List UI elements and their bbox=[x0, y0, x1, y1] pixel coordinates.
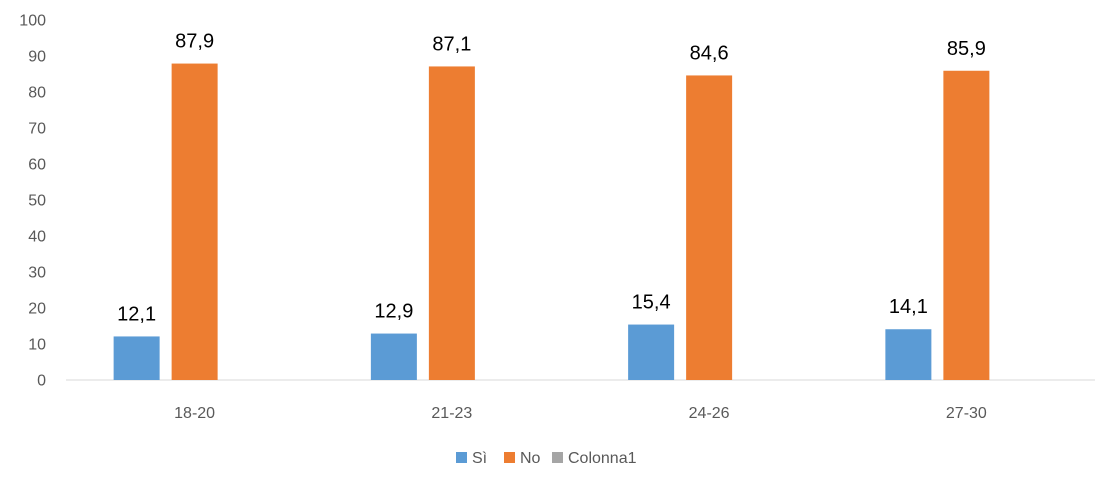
y-tick-label: 30 bbox=[28, 265, 46, 282]
legend-swatch bbox=[504, 452, 515, 463]
y-axis-ticks: 0 10 20 30 40 50 60 70 80 90 100 bbox=[19, 13, 46, 390]
data-label: 14,1 bbox=[889, 296, 928, 318]
bar-no-27-30 bbox=[943, 70, 990, 380]
legend-swatch bbox=[552, 452, 563, 463]
bar-sì-18-20 bbox=[113, 336, 160, 380]
legend-swatch bbox=[456, 452, 467, 463]
bar-sì-21-23 bbox=[370, 333, 417, 380]
y-tick-label: 40 bbox=[28, 229, 46, 246]
y-tick-label: 20 bbox=[28, 301, 46, 318]
data-label: 12,1 bbox=[117, 303, 156, 325]
y-tick-label: 100 bbox=[19, 13, 46, 30]
bar-no-24-26 bbox=[686, 75, 733, 380]
bar-no-18-20 bbox=[171, 63, 218, 381]
legend-label: Colonna1 bbox=[568, 450, 637, 467]
y-tick-label: 0 bbox=[37, 373, 46, 390]
data-label: 12,9 bbox=[374, 301, 413, 323]
y-tick-label: 70 bbox=[28, 121, 46, 138]
x-axis-ticks: 18-20 21-23 24-26 27-30 bbox=[174, 405, 987, 422]
y-tick-label: 50 bbox=[28, 193, 46, 210]
legend-label: Sì bbox=[472, 450, 487, 467]
bar-sì-27-30 bbox=[885, 329, 932, 380]
y-tick-label: 10 bbox=[28, 337, 46, 354]
x-tick-label: 27-30 bbox=[946, 405, 987, 422]
data-labels-group: 12,1 87,9 12,9 87,1 15,4 84,6 14,1 85,9 bbox=[117, 31, 986, 326]
data-label: 87,1 bbox=[432, 33, 471, 55]
x-tick-label: 18-20 bbox=[174, 405, 215, 422]
legend: Sì No Colonna1 bbox=[456, 450, 637, 467]
y-tick-label: 90 bbox=[28, 49, 46, 66]
y-tick-label: 60 bbox=[28, 157, 46, 174]
legend-label: No bbox=[520, 450, 541, 467]
data-label: 84,6 bbox=[690, 42, 729, 64]
bar-sì-24-26 bbox=[628, 324, 675, 380]
data-label: 87,9 bbox=[175, 31, 214, 53]
x-tick-label: 24-26 bbox=[689, 405, 730, 422]
bar-no-21-23 bbox=[428, 66, 475, 380]
x-tick-label: 21-23 bbox=[431, 405, 472, 422]
data-label: 15,4 bbox=[632, 292, 671, 314]
data-label: 85,9 bbox=[947, 38, 986, 60]
bars-group bbox=[113, 63, 990, 381]
y-tick-label: 80 bbox=[28, 85, 46, 102]
